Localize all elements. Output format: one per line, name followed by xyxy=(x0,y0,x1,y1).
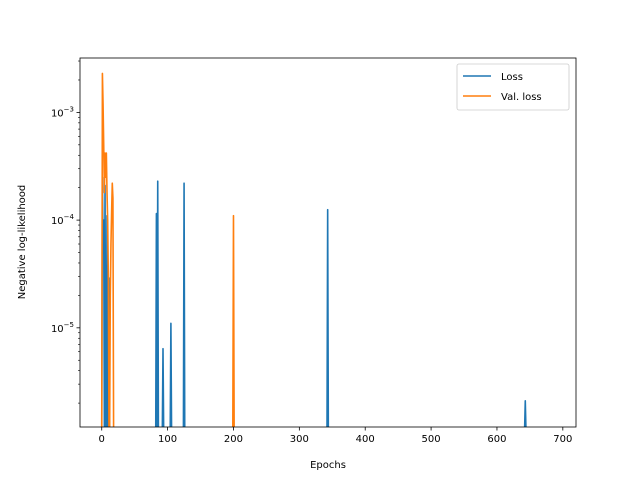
x-tick-label: 400 xyxy=(356,434,375,445)
series-layer xyxy=(100,72,527,427)
x-tick-label: 500 xyxy=(422,434,441,445)
x-axis-label: Epochs xyxy=(310,460,346,471)
legend-box xyxy=(456,63,570,111)
plot-frame xyxy=(79,57,577,428)
x-tick-label: 100 xyxy=(158,434,177,445)
x-tick-label: 0 xyxy=(99,434,105,445)
series-line-loss xyxy=(100,176,527,427)
legend-label: Val. loss xyxy=(501,92,542,103)
x-axis-ticks: 0 100 200 300 400 500 600 700 xyxy=(99,427,572,445)
y-axis-label: Negative log-likelihood xyxy=(17,185,28,300)
series-line-val-loss xyxy=(100,72,235,427)
legend: Loss Val. loss xyxy=(456,63,570,111)
x-tick-label: 700 xyxy=(553,434,572,445)
x-tick-label: 200 xyxy=(224,434,243,445)
x-tick-label: 300 xyxy=(290,434,309,445)
legend-label: Loss xyxy=(501,72,523,83)
x-tick-label: 600 xyxy=(487,434,506,445)
